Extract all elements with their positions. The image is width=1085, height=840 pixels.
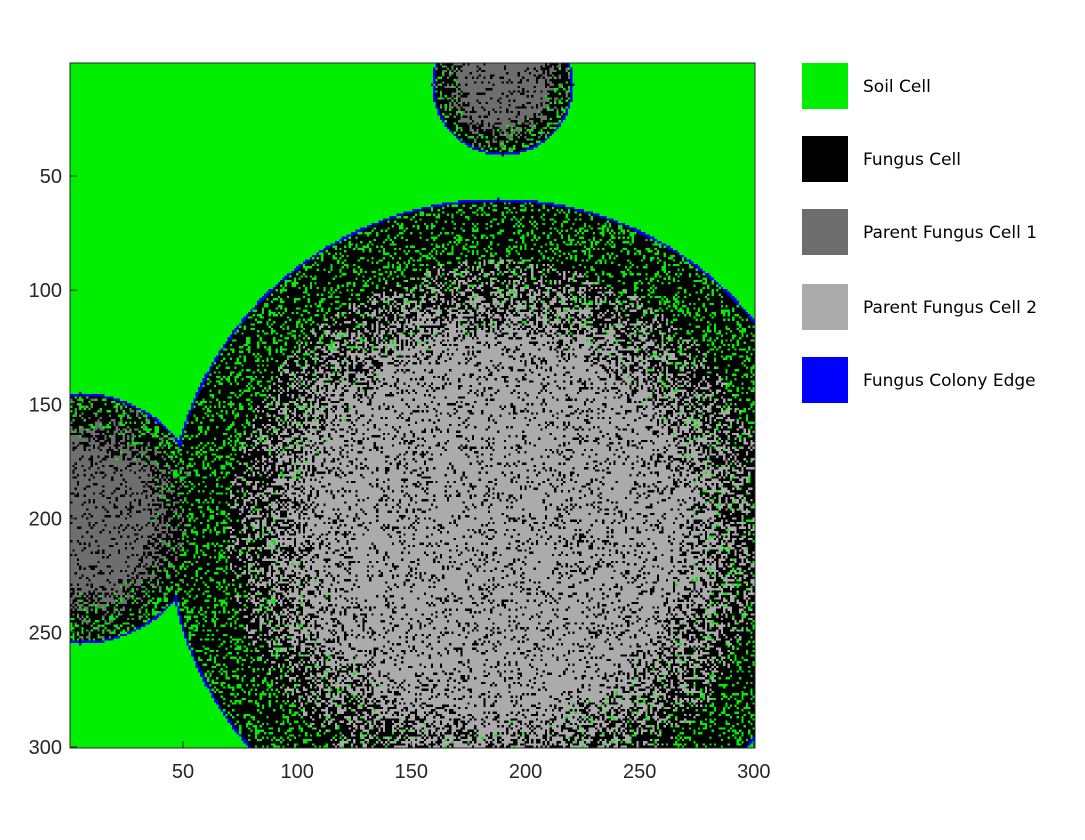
legend-label: Fungus Cell [863,150,961,170]
y-axis: 50 100 150 200 250 300 [29,166,77,759]
legend-swatch [802,209,848,255]
legend-label: Fungus Colony Edge [863,371,1036,391]
legend-label: Soil Cell [863,77,931,97]
heatmap-grid [70,63,755,748]
x-tick-label: 150 [395,761,428,783]
y-tick-label: 50 [40,166,62,188]
plot-frame [69,62,756,749]
x-tick-label: 300 [737,761,770,783]
legend-swatch [802,284,848,330]
x-axis: 50 100 150 200 250 300 [172,741,771,783]
x-tick-label: 100 [281,761,314,783]
legend-item: Parent Fungus Cell 1 [802,209,1037,255]
y-tick-label: 150 [29,394,62,416]
legend-swatch [802,357,848,403]
legend-item: Fungus Cell [802,136,961,182]
legend-swatch [802,63,848,109]
y-tick-label: 300 [29,737,62,759]
y-tick-label: 200 [29,509,62,531]
legend-item: Parent Fungus Cell 2 [802,284,1037,330]
y-tick-label: 100 [29,280,62,302]
x-tick-label: 200 [509,761,542,783]
x-tick-label: 250 [623,761,656,783]
legend: Soil Cell Fungus Cell Parent Fungus Cell 1… [802,63,1037,403]
legend-label: Parent Fungus Cell 2 [863,298,1037,318]
legend-item: Soil Cell [802,63,931,109]
heatmap-plot-area [69,62,756,749]
x-tick-label: 50 [172,761,194,783]
legend-item: Fungus Colony Edge [802,357,1036,403]
legend-swatch [802,136,848,182]
y-tick-label: 250 [29,623,62,645]
legend-label: Parent Fungus Cell 1 [863,223,1037,243]
